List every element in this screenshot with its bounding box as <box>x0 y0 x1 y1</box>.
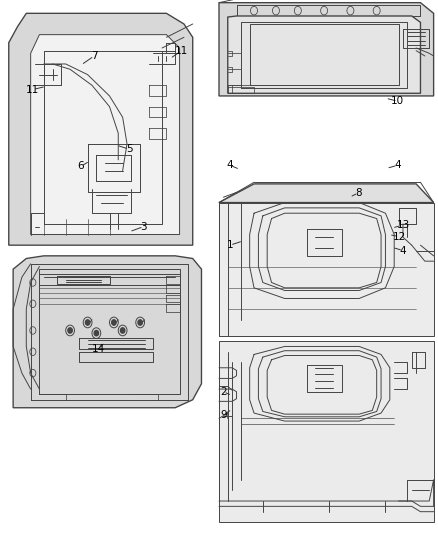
Text: 2: 2 <box>220 387 227 397</box>
Polygon shape <box>228 16 420 93</box>
Text: 9: 9 <box>220 410 227 419</box>
Circle shape <box>120 328 125 333</box>
Circle shape <box>94 330 99 336</box>
Text: 3: 3 <box>140 222 147 231</box>
Polygon shape <box>9 13 193 245</box>
Polygon shape <box>13 256 201 408</box>
Polygon shape <box>31 35 180 235</box>
Text: 1: 1 <box>226 240 233 250</box>
Text: 11: 11 <box>175 46 188 55</box>
Polygon shape <box>219 203 434 336</box>
Circle shape <box>112 320 116 325</box>
Text: 11: 11 <box>26 85 39 94</box>
Text: 4: 4 <box>394 160 401 170</box>
Circle shape <box>138 320 142 325</box>
Text: 4: 4 <box>399 246 406 255</box>
Text: 5: 5 <box>126 144 133 154</box>
Text: 10: 10 <box>391 96 404 106</box>
Text: 13: 13 <box>396 220 410 230</box>
Text: 4: 4 <box>226 160 233 170</box>
Polygon shape <box>219 184 434 203</box>
Text: 6: 6 <box>78 161 85 171</box>
Text: 8: 8 <box>355 188 362 198</box>
Circle shape <box>85 320 90 325</box>
Polygon shape <box>219 3 434 96</box>
Text: 7: 7 <box>91 51 98 61</box>
Text: 14: 14 <box>92 344 105 354</box>
Text: 12: 12 <box>393 232 406 241</box>
Polygon shape <box>219 341 434 522</box>
Circle shape <box>68 328 72 333</box>
